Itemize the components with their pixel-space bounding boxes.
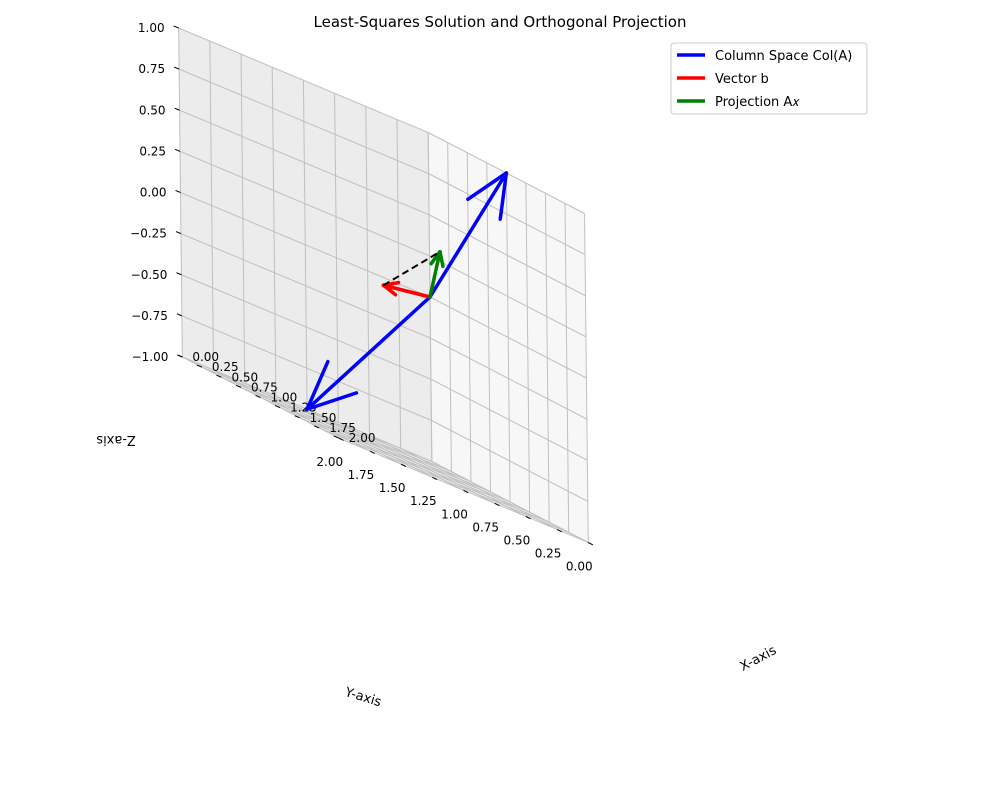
z-tick-label: −0.50 xyxy=(131,268,168,282)
vector-arrowhead xyxy=(466,171,509,202)
x-tick xyxy=(333,435,339,439)
grid-line-floor-x xyxy=(319,427,569,533)
axis-ticks: 0.000.250.500.751.001.251.501.752.000.00… xyxy=(130,21,594,574)
y-tick xyxy=(556,528,562,533)
grid-line-back-z xyxy=(429,296,587,379)
grid-line-left-z xyxy=(179,109,430,216)
y-tick xyxy=(525,515,531,520)
grid-line-left-z xyxy=(178,27,429,133)
x-tick xyxy=(314,425,320,429)
z-tick xyxy=(174,148,181,152)
legend-box xyxy=(670,42,868,115)
vectors xyxy=(305,171,509,411)
z-tick xyxy=(175,189,181,193)
z-tick-label: −1.00 xyxy=(132,350,169,364)
x-tick xyxy=(216,374,222,378)
grid-line-floor-y xyxy=(275,395,433,478)
y-tick-label: 2.00 xyxy=(316,455,343,469)
vector-shaft xyxy=(428,250,442,299)
vector-shaft xyxy=(428,171,509,299)
z-tick xyxy=(173,66,180,70)
y-tick-label: 0.25 xyxy=(535,546,562,560)
x-tick xyxy=(294,415,300,419)
z-tick-label: 1.00 xyxy=(138,21,165,35)
z-tick-label: 0.25 xyxy=(139,144,166,158)
grid-line-left-z xyxy=(180,192,431,298)
grid-line-left-z xyxy=(179,150,430,257)
z-tick-label: 0.75 xyxy=(138,62,165,76)
vector-arrowhead xyxy=(438,250,445,269)
y-tick-label: 0.50 xyxy=(504,533,531,547)
x-tick xyxy=(196,364,203,368)
z-axis-label: Z-axis xyxy=(96,432,136,447)
y-tick xyxy=(588,542,594,546)
vector-arrowhead xyxy=(429,250,442,266)
grid-line-floor-x xyxy=(279,407,530,513)
x-tick-label: 1.50 xyxy=(310,411,337,425)
legend-entry: Column Space Col(A) xyxy=(715,49,852,64)
y-tick-label: 0.00 xyxy=(566,560,593,574)
legend: Column Space Col(A) Vector b Projection A𝑥 xyxy=(670,42,868,115)
y-tick-label: 1.00 xyxy=(441,507,468,521)
z-tick xyxy=(176,272,182,276)
z-tick-label: −0.75 xyxy=(131,309,168,323)
x-tick xyxy=(235,384,242,388)
z-tick xyxy=(173,25,179,29)
x-tick-label: 0.25 xyxy=(212,360,239,374)
x-tick-label: 0.75 xyxy=(251,380,278,394)
grid-line-back-x xyxy=(564,203,570,533)
x-tick-label: 0.00 xyxy=(192,350,219,364)
grid-line-floor-y xyxy=(213,369,371,452)
grid-line-left-y xyxy=(271,67,277,397)
grid-line-back-z xyxy=(428,173,586,256)
vector-arrowhead xyxy=(305,391,359,411)
y-tick-label: 1.75 xyxy=(348,468,375,482)
chart-title: Least-Squares Solution and Orthogonal Pr… xyxy=(314,13,687,31)
z-tick xyxy=(176,313,183,317)
vector-shaft xyxy=(305,295,432,411)
grid-line-back-z xyxy=(429,255,587,338)
x-tick-label: 2.00 xyxy=(349,431,376,445)
grid-line-left-y xyxy=(240,54,246,384)
grid-line-floor-x xyxy=(299,417,550,523)
x-axis-label: X-axis xyxy=(738,643,780,675)
vector-shaft xyxy=(381,283,432,299)
x-tick-label: 1.75 xyxy=(329,421,356,435)
grid-line-back-x xyxy=(544,193,550,523)
y-tick xyxy=(494,502,500,507)
grid-line-back-x xyxy=(584,213,589,543)
y-tick xyxy=(369,450,375,454)
z-tick-label: −0.25 xyxy=(130,227,167,241)
z-tick xyxy=(174,107,180,111)
grid-line-back-x xyxy=(525,183,531,513)
z-tick-label: 0.00 xyxy=(140,186,167,200)
x-tick-label: 0.50 xyxy=(231,370,258,384)
y-tick xyxy=(400,463,407,467)
y-tick-label: 1.25 xyxy=(410,494,437,508)
legend-entry: Projection A𝑥 xyxy=(715,95,800,110)
legend-entry: Vector b xyxy=(715,72,769,87)
z-tick xyxy=(177,354,183,358)
x-tick-label: 1.00 xyxy=(271,391,298,405)
grid-line-floor-y xyxy=(244,382,402,465)
grid-line-back-z xyxy=(428,214,586,297)
y-tick xyxy=(463,489,469,494)
z-tick-label: 0.50 xyxy=(139,103,166,117)
grid-line-left-z xyxy=(178,68,429,175)
y-tick-label: 0.75 xyxy=(472,520,499,534)
y-tick-label: 1.50 xyxy=(379,481,406,495)
x-tick xyxy=(255,394,261,398)
y-axis-label: Y-axis xyxy=(342,685,383,711)
vector-arrowhead xyxy=(381,283,398,297)
y-tick xyxy=(432,476,438,481)
grid-line-left-y xyxy=(209,41,215,371)
grid-line-floor-y xyxy=(306,408,464,491)
vector-arrowhead xyxy=(305,359,330,411)
y-tick xyxy=(338,437,344,441)
x-tick xyxy=(274,405,281,409)
vector-arrowhead xyxy=(498,171,509,221)
z-tick xyxy=(175,231,182,235)
